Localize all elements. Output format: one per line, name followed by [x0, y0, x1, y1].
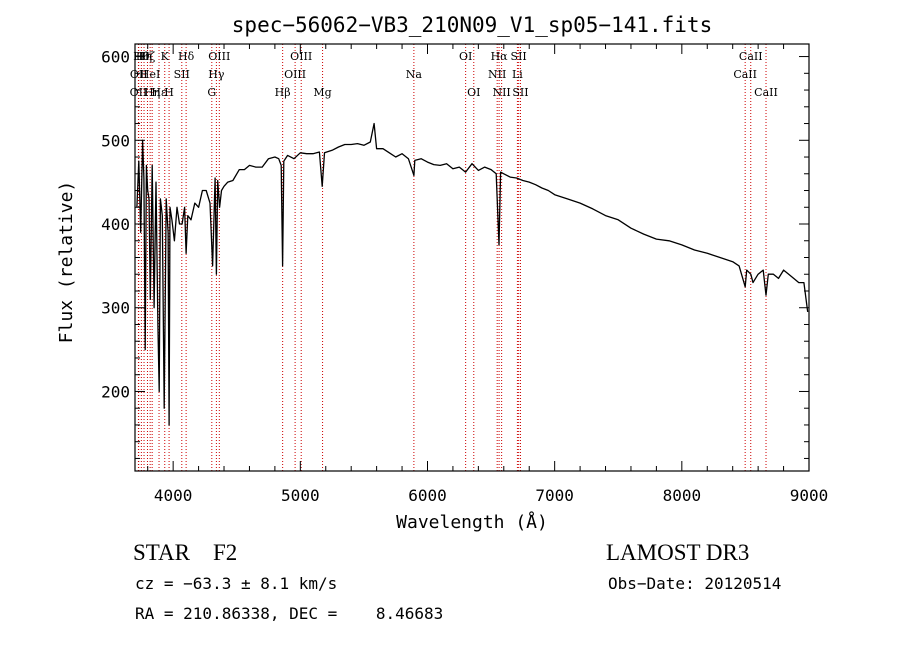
line-label-0: OII [130, 86, 148, 99]
y-axis-label: Flux (relative) [56, 181, 77, 344]
spectrum-line [136, 122, 809, 426]
spectral-line-markers [137, 44, 767, 471]
line-label-29: CaII [739, 50, 763, 63]
line-label-7: Hε [151, 86, 167, 99]
line-label-15: Hβ [275, 86, 291, 99]
line-label-21: OI [467, 86, 480, 99]
chart-title: spec−56062−VB3_210N09_V1_sp05−141.fits [232, 13, 712, 37]
line-label-12: G [207, 86, 216, 99]
plot-frame [134, 43, 810, 472]
line-label-27: SII [512, 86, 528, 99]
y-tick-label-4: 600 [101, 48, 130, 67]
line-label-20: OI [459, 50, 472, 63]
line-label-16: OIII [284, 68, 306, 81]
line-label-1: OII [130, 68, 148, 81]
x-tick-label-2: 6000 [408, 486, 447, 505]
line-label-13: Hγ [208, 68, 225, 81]
line-label-28: CaII [733, 68, 757, 81]
survey-name: LAMOST DR3 [606, 540, 750, 565]
line-label-5: HeI [140, 68, 160, 81]
line-label-14: OIII [208, 50, 230, 63]
y-tick-label-0: 200 [101, 382, 130, 401]
x-tick-label-4: 8000 [663, 486, 702, 505]
x-tick-label-0: 4000 [154, 486, 193, 505]
line-label-25: Li [512, 68, 523, 81]
line-label-22: NII [488, 68, 506, 81]
line-label-26: SII [511, 50, 527, 63]
x-tick-label-5: 9000 [790, 486, 829, 505]
line-label-19: Na [406, 68, 423, 81]
line-label-9: H [164, 86, 174, 99]
observation-date: Obs−Date: 20120514 [608, 574, 782, 593]
line-label-10: SII [174, 68, 190, 81]
plot-axes: 4000 5000 6000 7000 8000 9000 200 300 400 500 600 [101, 43, 829, 505]
x-axis-label: Wavelength (Å) [396, 511, 548, 533]
line-label-18: Mg [313, 86, 331, 99]
spectral-line-labels: OIIOIIHθHηHζHeIHηHεKHSIIHδGHγOIIIHβOIIIO… [130, 50, 778, 99]
x-tick-label-1: 5000 [281, 486, 320, 505]
line-label-17: OIII [290, 50, 312, 63]
line-label-23: Hα [491, 50, 509, 63]
y-tick-label-3: 500 [101, 131, 130, 150]
x-tick-label-3: 7000 [535, 486, 574, 505]
line-label-4: Hζ [140, 50, 156, 63]
y-tick-label-1: 300 [101, 299, 130, 318]
line-label-8: K [161, 50, 170, 63]
line-label-30: CaII [754, 86, 778, 99]
y-tick-label-2: 400 [101, 215, 130, 234]
object-class: STAR F2 [133, 540, 238, 565]
redshift-velocity: cz = −63.3 ± 8.1 km/s [135, 574, 338, 593]
line-label-6: Hη [144, 86, 160, 99]
coordinates: RA = 210.86338, DEC = 8.46683 [135, 604, 444, 623]
line-label-11: Hδ [178, 50, 195, 63]
line-label-24: NII [492, 86, 510, 99]
